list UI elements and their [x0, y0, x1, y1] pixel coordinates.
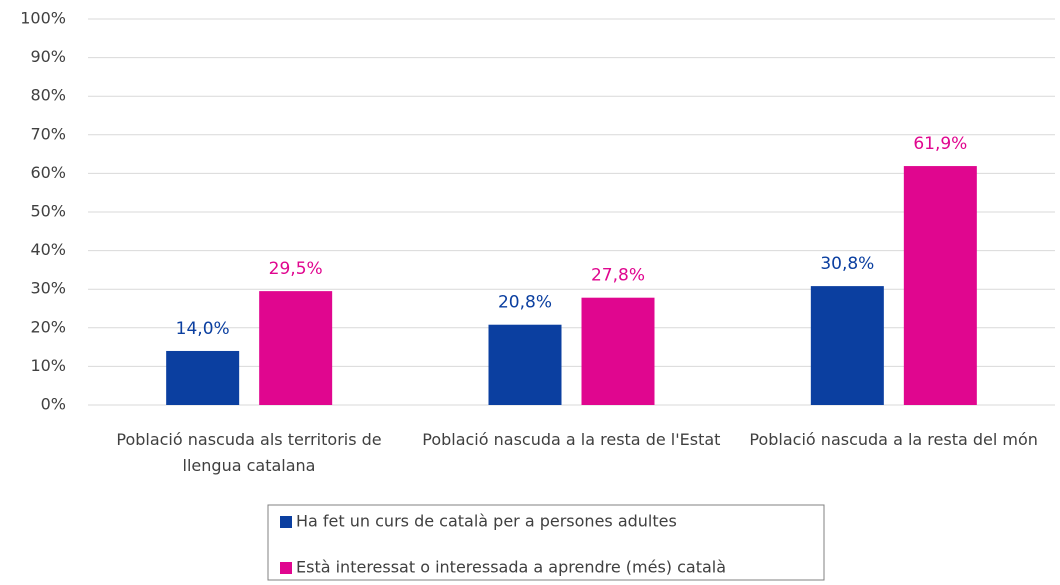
y-tick-label: 70% — [30, 124, 66, 143]
bar — [488, 324, 562, 405]
y-tick-label: 20% — [30, 317, 66, 336]
y-tick-label: 80% — [30, 86, 66, 105]
y-tick-label: 10% — [30, 356, 66, 375]
y-tick-label: 60% — [30, 163, 66, 182]
y-tick-label: 40% — [30, 240, 66, 259]
bar — [166, 350, 240, 405]
legend-swatch — [280, 516, 292, 528]
data-label: 30,8% — [820, 254, 874, 274]
legend-label: Està interessat o interessada a aprendre… — [296, 558, 726, 577]
data-label: 27,8% — [591, 266, 645, 286]
bar — [581, 297, 655, 405]
y-tick-label: 100% — [20, 9, 66, 28]
x-tick-label: Població nascuda als territoris de lleng… — [116, 430, 382, 475]
y-tick-label: 30% — [30, 279, 66, 298]
x-tick-label: Població nascuda a la resta del món — [749, 430, 1038, 449]
x-tick-label: Població nascuda a la resta de l'Estat — [422, 430, 721, 449]
data-label: 14,0% — [176, 319, 230, 339]
data-label: 29,5% — [269, 259, 323, 279]
legend-label: Ha fet un curs de català per a persones … — [296, 512, 677, 531]
y-tick-label: 90% — [30, 47, 66, 66]
data-label: 61,9% — [913, 134, 967, 154]
y-tick-label: 50% — [30, 202, 66, 221]
y-tick-label: 0% — [41, 395, 66, 414]
bar — [259, 291, 333, 405]
bar — [810, 286, 884, 405]
bar — [903, 166, 977, 405]
legend-box — [267, 504, 825, 581]
legend-swatch — [280, 562, 292, 574]
data-label: 20,8% — [498, 293, 552, 313]
